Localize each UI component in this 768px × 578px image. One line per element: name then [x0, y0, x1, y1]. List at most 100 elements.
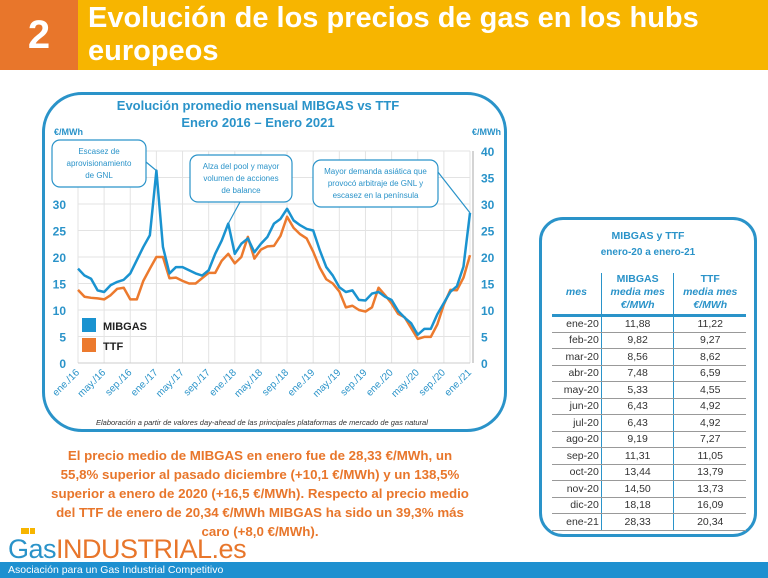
table-row: ene-21 28,33 20,34 — [552, 513, 746, 531]
month-cell: sep-20 — [552, 447, 602, 465]
logo-mark — [21, 528, 29, 534]
table-row: mar-20 8,56 8,62 — [552, 348, 746, 366]
mibgas-cell: 5,33 — [600, 381, 674, 399]
x-tick: sep./18 — [260, 367, 291, 398]
ttf-cell: 11,22 — [673, 315, 746, 333]
left-y-tick: 15 — [53, 278, 67, 292]
logo-mark — [30, 528, 35, 534]
x-tick: sep./16 — [103, 367, 134, 398]
annotation-text: provocó arbitraje de GNL y — [328, 179, 423, 188]
series-line-mibgas — [77, 169, 472, 337]
annotation-text: Alza del pool y mayor — [203, 162, 280, 171]
left-y-tick: 25 — [53, 225, 67, 239]
right-y-tick: 15 — [481, 278, 495, 292]
x-tick: may./17 — [154, 367, 187, 400]
col-mes: mes — [552, 273, 602, 317]
x-tick: may./16 — [76, 367, 109, 400]
ttf-cell: 4,92 — [673, 398, 746, 415]
x-tick: ene./21 — [443, 367, 475, 399]
table-row: dic-20 18,18 16,09 — [552, 497, 746, 514]
month-cell: ene-20 — [552, 315, 602, 333]
legend-swatch-mibgas — [82, 318, 96, 332]
month-cell: abr-20 — [552, 365, 602, 382]
table-row: feb-20 9,82 9,27 — [552, 332, 746, 349]
left-y-label: €/MWh — [54, 127, 83, 137]
annotation-box — [189, 154, 293, 203]
col-mibgas: MIBGAS media mes €/MWh — [600, 273, 674, 317]
right-y-tick: 40 — [481, 145, 495, 159]
mibgas-cell: 6,43 — [600, 398, 674, 415]
right-y-tick: 10 — [481, 304, 495, 318]
x-tick: sep./17 — [182, 367, 213, 398]
mibgas-cell: 8,56 — [600, 348, 674, 366]
table-row: nov-20 14,50 13,73 — [552, 480, 746, 498]
section-number: 2 — [0, 0, 78, 70]
month-cell: jun-20 — [552, 398, 602, 415]
annotation-text: volumen de acciones — [203, 174, 278, 183]
annotation-text: de GNL — [85, 171, 113, 180]
chart-frame — [42, 92, 507, 432]
month-cell: jul-20 — [552, 414, 602, 432]
month-cell: ago-20 — [552, 431, 602, 448]
chart-subtitle: Enero 2016 – Enero 2021 — [181, 115, 334, 130]
source-note: Elaboración a partir de valores day-ahea… — [96, 418, 428, 427]
table-row: ago-20 9,19 7,27 — [552, 431, 746, 448]
mibgas-cell: 9,82 — [600, 332, 674, 349]
x-tick: may./18 — [233, 367, 266, 400]
ttf-cell: 13,73 — [673, 480, 746, 498]
table-subtitle: enero-20 a enero-21 — [600, 247, 696, 258]
price-table: mes MIBGAS media mes €/MWh TTF media mes €/M… — [552, 273, 746, 531]
mibgas-cell: 6,43 — [600, 414, 674, 432]
mibgas-cell: 28,33 — [600, 513, 674, 531]
left-y-tick: 20 — [53, 251, 67, 265]
right-y-tick: 0 — [481, 357, 488, 371]
annotation-box — [51, 139, 147, 188]
right-y-tick: 35 — [481, 172, 495, 186]
col-ttf: TTF media mes €/MWh — [673, 273, 746, 317]
month-cell: may-20 — [552, 381, 602, 399]
footer-tagline: Asociación para un Gas Industrial Compet… — [0, 562, 768, 578]
ttf-cell: 7,27 — [673, 431, 746, 448]
ttf-cell: 9,27 — [673, 332, 746, 349]
annotation-text: aprovisionamiento — [67, 159, 132, 168]
annotation-box — [312, 159, 439, 208]
annotation-text: Escasez de — [78, 147, 120, 156]
ttf-cell: 13,79 — [673, 464, 746, 481]
left-y-tick: 30 — [53, 198, 67, 212]
mibgas-cell: 13,44 — [600, 464, 674, 481]
table-row: jun-20 6,43 4,92 — [552, 398, 746, 415]
page-title: Evolución de los precios de gas en los h… — [78, 0, 768, 70]
table-row: ene-20 11,88 11,22 — [552, 315, 746, 333]
right-y-tick: 25 — [481, 225, 495, 239]
mibgas-cell: 11,88 — [600, 315, 674, 333]
right-y-label: €/MWh — [472, 127, 501, 137]
ttf-cell: 16,09 — [673, 497, 746, 514]
price-chart: Evolución promedio mensual MIBGAS vs TTF… — [51, 98, 501, 427]
ttf-cell: 8,62 — [673, 348, 746, 366]
right-y-tick: 5 — [481, 331, 488, 345]
mibgas-cell: 9,19 — [600, 431, 674, 448]
month-cell: feb-20 — [552, 332, 602, 349]
month-cell: oct-20 — [552, 464, 602, 481]
mibgas-cell: 11,31 — [600, 447, 674, 465]
legend-label-mibgas: MIBGAS — [103, 321, 147, 333]
ttf-cell: 4,55 — [673, 381, 746, 399]
summary-note: El precio medio de MIBGAS en enero fue d… — [51, 448, 469, 539]
table-row: oct-20 13,44 13,79 — [552, 464, 746, 481]
table-row: sep-20 11,31 11,05 — [552, 447, 746, 465]
x-tick: sep./20 — [417, 367, 448, 398]
month-cell: ene-21 — [552, 513, 602, 531]
ttf-cell: 20,34 — [673, 513, 746, 531]
annotation-arrow — [227, 201, 241, 224]
right-y-tick: 20 — [481, 251, 495, 265]
table-row: abr-20 7,48 6,59 — [552, 365, 746, 382]
left-y-tick: 10 — [53, 304, 67, 318]
annotation-text: Mayor demanda asiática que — [324, 167, 427, 176]
mibgas-cell: 18,18 — [600, 497, 674, 514]
price-table-panel: MIBGAS y TTF enero-20 a enero-21 mes MIB… — [539, 217, 757, 537]
annotation-text: escasez en la península — [333, 191, 419, 200]
legend-swatch-ttf — [82, 338, 96, 352]
x-tick: may./20 — [389, 367, 422, 400]
annotation-arrow — [433, 166, 471, 214]
table-row: jul-20 6,43 4,92 — [552, 414, 746, 432]
